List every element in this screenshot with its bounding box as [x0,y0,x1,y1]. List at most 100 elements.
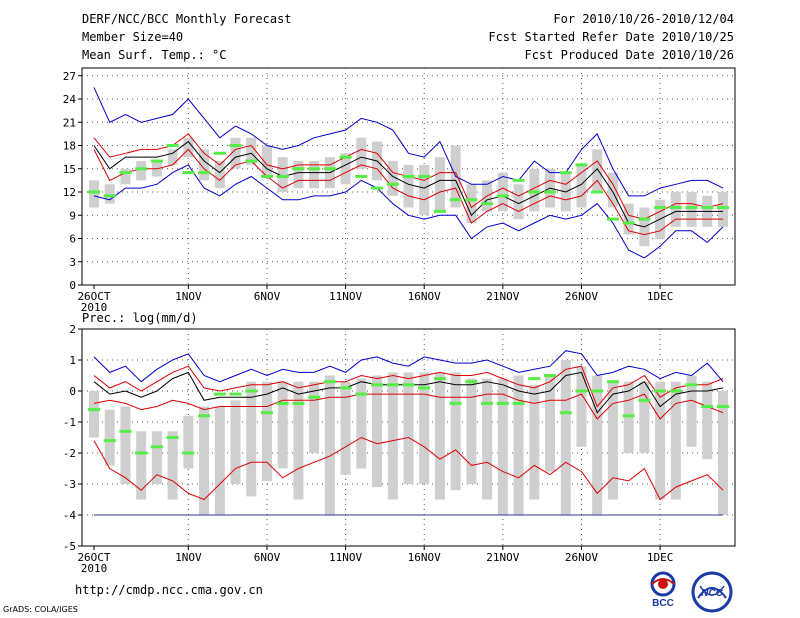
series-max-line [93,87,724,197]
panel-title-precip: Prec.: log(mm/d) [82,311,198,325]
series-upper-line [93,365,724,408]
ensemble-box [309,381,320,453]
series-min-line [93,436,724,501]
ensemble-box [340,153,351,185]
y-tick-label: 21 [63,116,76,129]
y-tick-label: 18 [63,140,76,153]
x-tick-label: 1NOV [175,290,202,303]
ensemble-box [246,137,257,165]
ensemble-box [214,406,225,515]
ensemble-box [419,164,430,216]
x-tick-label: 6NOV [254,290,281,303]
y-tick-label: 27 [63,70,76,83]
x-tick-label: 16NOV [408,551,441,564]
ensemble-box [136,161,147,181]
ensemble-box [670,192,681,227]
plot-frame-precip [81,328,736,547]
ncc-logo-text: NCC [701,588,723,599]
series-min-line [93,164,724,259]
ensemble-box [214,161,225,189]
ensemble-box [623,203,634,235]
y-tick-label: 12 [63,186,76,199]
ensemble-box [718,391,728,515]
ensemble-box [387,372,398,500]
ensemble-box [293,381,304,500]
ensemble-box [136,431,147,500]
ensemble-box [419,372,430,484]
ensemble-box [120,168,131,185]
ensemble-box [89,180,99,208]
ensemble-box [104,409,115,466]
ensemble-box [576,164,587,208]
y-tick-label: -5 [63,540,76,553]
y-tick-label: -2 [63,447,76,460]
forecast-produced-date: Fcst Produced Date 2010/10/26 [524,48,734,62]
ensemble-box [560,360,571,515]
x-tick-label: 26OCT [77,551,110,564]
x-tick-label: 21NOV [486,551,519,564]
ensemble-box [340,381,351,475]
ensemble-box [497,172,508,212]
ensemble-box [151,431,162,484]
ensemble-box [403,164,414,208]
ensemble-box [230,400,241,484]
y-tick-label: 1 [69,354,76,367]
x-year-label: 2010 [81,562,108,575]
y-tick-label: -1 [63,416,76,429]
y-tick-label: 2 [69,323,76,336]
ensemble-box [434,157,445,212]
x-year-label: 2010 [81,301,108,314]
y-tick-label: 9 [69,209,76,222]
ensemble-box [545,375,556,472]
variable-label: Mean Surf. Temp.: °C [82,48,227,62]
ensemble-box [576,366,587,447]
bcc-logo: BCC [650,571,676,609]
series-lower-line [93,393,724,420]
ensemble-box [607,172,618,208]
ensemble-box [183,415,194,469]
ensemble-box [120,406,131,484]
x-tick-label: 21NOV [486,290,519,303]
ensemble-box [466,184,477,223]
ensemble-box [372,375,383,488]
x-tick-label: 26NOV [565,290,598,303]
x-tick-label: 1DEC [647,551,674,564]
ensemble-box [199,149,210,181]
x-tick-label: 1DEC [647,290,674,303]
x-tick-label: 26OCT [77,290,110,303]
ensemble-box [686,192,697,227]
ensemble-box [261,381,272,481]
y-tick-label: -3 [63,478,76,491]
ensemble-box [497,378,508,515]
ensemble-box [309,161,320,189]
ensemble-box [104,184,115,204]
bcc-logo-text: BCC [652,598,674,609]
ensemble-box [686,375,697,447]
ensemble-box [702,381,713,460]
series-mean-line [93,140,723,228]
software-credit: GrADS: COLA/IGES [3,605,78,614]
x-tick-label: 16NOV [408,290,441,303]
ensemble-box [434,372,445,500]
ensemble-box [356,378,367,469]
x-tick-label: 6NOV [254,551,281,564]
y-tick-label: 6 [69,233,76,246]
ensemble-box [482,378,493,500]
forecast-start-date: Fcst Started Refer Date 2010/10/25 [488,30,734,44]
source-url[interactable]: http://cmdp.ncc.cma.gov.cn [75,583,263,597]
ensemble-box [89,391,99,438]
ensemble-box [450,372,461,491]
forecast-period: For 2010/10/26-2010/12/04 [553,12,734,26]
ensemble-box [230,137,241,169]
ensemble-box [293,161,304,189]
ncc-logo: NCC [691,571,733,613]
series-lower-line [93,148,723,236]
plot-frame-temp [81,67,736,286]
ensemble-box [356,137,367,169]
ensemble-box [513,375,524,515]
ensemble-box [167,149,178,165]
ensemble-box [670,381,681,500]
ensemble-box [655,381,666,500]
chart-title: DERF/NCC/BCC Monthly Forecast [82,12,292,26]
